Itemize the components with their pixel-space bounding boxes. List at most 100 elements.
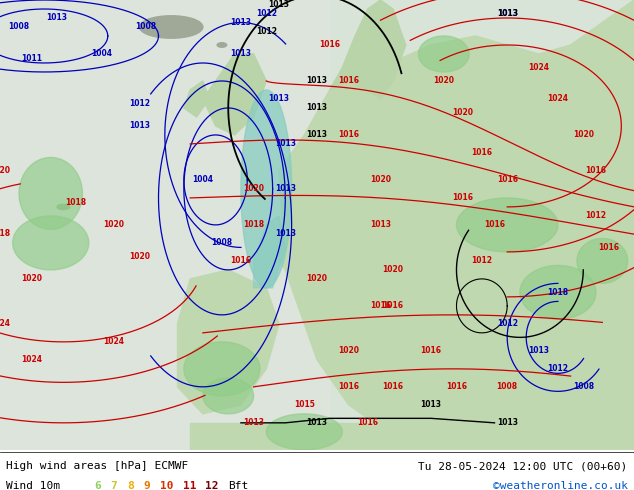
Text: 1012: 1012	[256, 27, 277, 36]
Text: 1024: 1024	[103, 337, 125, 346]
Text: 1013: 1013	[306, 103, 328, 113]
Text: Wind 10m: Wind 10m	[6, 481, 60, 490]
Text: 1013: 1013	[230, 49, 252, 58]
Text: 1012: 1012	[256, 9, 277, 18]
Ellipse shape	[139, 16, 203, 38]
Text: 1016: 1016	[338, 382, 359, 392]
Text: 9: 9	[143, 481, 150, 490]
Text: 1013: 1013	[306, 130, 328, 140]
Text: 1008: 1008	[573, 382, 594, 392]
Polygon shape	[279, 0, 634, 450]
Text: 1016: 1016	[370, 301, 391, 310]
Text: 1020: 1020	[103, 220, 125, 229]
Text: 1024: 1024	[528, 63, 550, 72]
Text: 10: 10	[160, 481, 173, 490]
Ellipse shape	[57, 204, 70, 210]
Text: Bft: Bft	[228, 481, 249, 490]
Text: High wind areas [hPa] ECMWF: High wind areas [hPa] ECMWF	[6, 461, 188, 471]
Text: 1016: 1016	[382, 301, 404, 310]
Text: 1013: 1013	[268, 0, 290, 9]
Text: 1012: 1012	[496, 319, 518, 328]
Text: 1004: 1004	[91, 49, 112, 58]
Text: 1016: 1016	[471, 148, 493, 157]
Text: 1013: 1013	[275, 229, 296, 239]
Polygon shape	[178, 270, 279, 414]
Text: 1013: 1013	[496, 9, 518, 18]
Text: 1024: 1024	[0, 319, 11, 328]
Polygon shape	[184, 81, 209, 117]
Polygon shape	[203, 54, 266, 135]
Text: 1016: 1016	[496, 175, 518, 184]
Text: 1020: 1020	[452, 108, 474, 117]
Text: Tu 28-05-2024 12:00 UTC (00+60): Tu 28-05-2024 12:00 UTC (00+60)	[418, 461, 628, 471]
Polygon shape	[456, 198, 558, 252]
Polygon shape	[13, 216, 89, 270]
Polygon shape	[418, 36, 469, 72]
Bar	[0, 0, 330, 450]
Polygon shape	[19, 157, 82, 229]
Polygon shape	[266, 414, 342, 450]
Text: 1012: 1012	[585, 211, 607, 220]
Text: 1013: 1013	[46, 14, 68, 23]
Text: 1018: 1018	[65, 198, 87, 207]
Text: 7: 7	[110, 481, 117, 490]
Text: 1020: 1020	[573, 130, 594, 140]
Text: 1018: 1018	[547, 288, 569, 297]
Text: 11: 11	[183, 481, 196, 490]
Text: 1016: 1016	[598, 243, 619, 252]
Text: 1008: 1008	[8, 23, 30, 31]
Text: 1013: 1013	[129, 122, 150, 130]
Polygon shape	[203, 378, 254, 414]
Polygon shape	[342, 270, 368, 351]
Text: 1016: 1016	[338, 130, 359, 140]
Text: 1020: 1020	[338, 346, 359, 355]
Text: 1013: 1013	[268, 95, 290, 103]
Text: 1012: 1012	[547, 365, 569, 373]
Text: 1020: 1020	[433, 76, 455, 85]
Text: 1016: 1016	[357, 418, 378, 427]
Text: 1016: 1016	[420, 346, 442, 355]
Polygon shape	[241, 90, 292, 288]
Text: 1012: 1012	[129, 99, 150, 108]
Text: 1016: 1016	[319, 41, 340, 49]
Text: 8: 8	[127, 481, 134, 490]
Polygon shape	[577, 239, 628, 283]
Polygon shape	[279, 216, 355, 315]
Text: 1024: 1024	[547, 95, 569, 103]
Bar	[190, 423, 634, 450]
Text: 1020: 1020	[243, 184, 264, 194]
Polygon shape	[330, 0, 406, 99]
Text: 1018: 1018	[0, 229, 11, 239]
Text: 1016: 1016	[338, 76, 359, 85]
Text: 1024: 1024	[21, 355, 42, 365]
Text: 1020: 1020	[21, 274, 42, 283]
Text: 1008: 1008	[496, 382, 518, 392]
Text: 1016: 1016	[452, 194, 474, 202]
Text: 1008: 1008	[135, 23, 157, 31]
Polygon shape	[254, 216, 285, 288]
Text: 1016: 1016	[230, 256, 252, 266]
Text: 1016: 1016	[382, 382, 404, 392]
Polygon shape	[184, 342, 260, 396]
Text: 1016: 1016	[446, 382, 467, 392]
Text: 1004: 1004	[192, 175, 214, 184]
Text: 1020: 1020	[0, 167, 11, 175]
Text: 1013: 1013	[275, 184, 296, 194]
Polygon shape	[520, 266, 596, 319]
Text: 1013: 1013	[420, 400, 442, 409]
Text: 1013: 1013	[496, 418, 518, 427]
Text: 1020: 1020	[370, 175, 391, 184]
Text: 1015: 1015	[294, 400, 314, 409]
Text: 1008: 1008	[211, 239, 233, 247]
Text: 1013: 1013	[496, 9, 518, 18]
Text: 1013: 1013	[306, 76, 328, 85]
Text: 1016: 1016	[484, 220, 505, 229]
Text: 1013: 1013	[230, 18, 252, 27]
Text: 1012: 1012	[471, 256, 493, 266]
Ellipse shape	[217, 43, 226, 47]
Text: 1020: 1020	[382, 266, 404, 274]
Text: 1020: 1020	[306, 274, 328, 283]
Text: 1016: 1016	[585, 167, 607, 175]
Text: 1013: 1013	[528, 346, 550, 355]
Text: 1020: 1020	[129, 252, 150, 261]
